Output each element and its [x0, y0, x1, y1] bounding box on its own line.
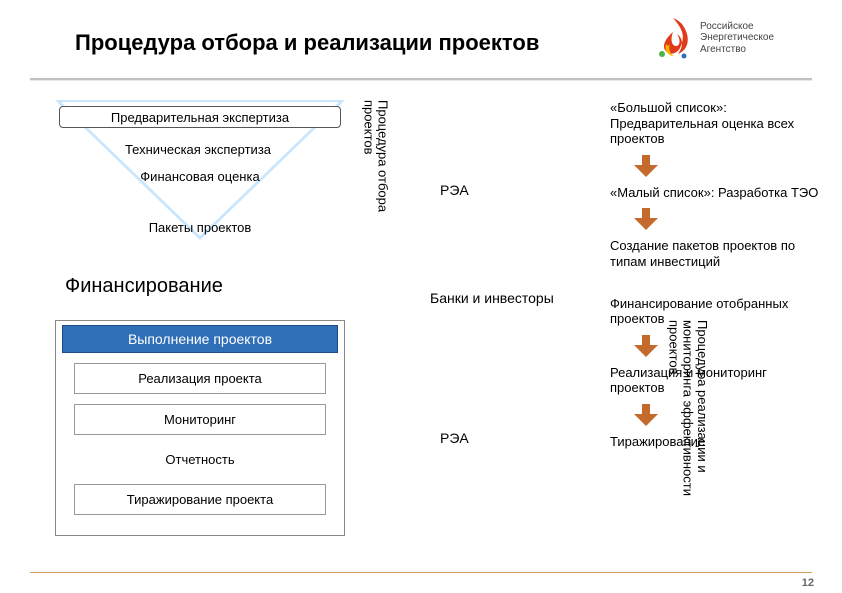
- right-column: «Большой список»: Предварительная оценка…: [610, 100, 820, 458]
- execution-header: Выполнение проектов: [62, 325, 338, 353]
- header: Процедура отбора и реализации проектов Р…: [0, 0, 842, 78]
- execution-step-3: Отчетность: [74, 445, 326, 474]
- arrow-down-icon: [634, 208, 658, 232]
- stage-monitoring: Реализация и мониторинг проектов: [610, 365, 820, 396]
- logo-line-1: Российское: [700, 21, 774, 33]
- left-column: Предварительная экспертиза Техническая э…: [55, 100, 410, 280]
- divider-top: [30, 78, 812, 81]
- stage-big-list: «Большой список»: Предварительная оценка…: [610, 100, 820, 147]
- logo-text: Российское Энергетическое Агентство: [700, 21, 774, 56]
- arrow-down-icon: [634, 404, 658, 428]
- spacer: [610, 278, 820, 296]
- actor-rea-1: РЭА: [440, 182, 469, 198]
- divider-bottom: [30, 572, 812, 573]
- execution-block: Выполнение проектов Реализация проекта М…: [55, 320, 355, 536]
- financing-heading: Финансирование: [65, 275, 223, 298]
- actor-banks: Банки и инвесторы: [430, 290, 554, 306]
- actor-rea-2: РЭА: [440, 430, 469, 446]
- funnel: Предварительная экспертиза Техническая э…: [55, 100, 345, 280]
- stage-small-list: «Малый список»: Разработка ТЭО: [610, 185, 820, 201]
- logo-line-3: Агентство: [700, 44, 774, 56]
- page-title: Процедура отбора и реализации проектов: [75, 30, 539, 56]
- stage-financing: Финансирование отобранных проектов: [610, 296, 820, 327]
- funnel-step-1: Предварительная экспертиза: [59, 106, 341, 128]
- execution-outer: Выполнение проектов Реализация проекта М…: [55, 320, 345, 536]
- arrow-down-icon: [634, 155, 658, 179]
- execution-step-4: Тиражирование проекта: [74, 484, 326, 515]
- stage-packages: Создание пакетов проектов по типам инвес…: [610, 238, 820, 269]
- funnel-step-2: Техническая экспертиза: [85, 142, 311, 157]
- arrow-down-icon: [634, 335, 658, 359]
- funnel-side-label: Процедура отбора проектов: [361, 100, 390, 255]
- funnel-step-4: Пакеты проектов: [115, 220, 285, 235]
- page-number: 12: [802, 577, 814, 589]
- stage-replication: Тиражирование: [610, 434, 820, 450]
- funnel-step-3: Финансовая оценка: [135, 170, 265, 185]
- logo-line-2: Энергетическое: [700, 32, 774, 44]
- flame-icon: [652, 14, 694, 62]
- execution-step-2: Мониторинг: [74, 404, 326, 435]
- execution-step-1: Реализация проекта: [74, 363, 326, 394]
- logo: Российское Энергетическое Агентство: [652, 8, 812, 68]
